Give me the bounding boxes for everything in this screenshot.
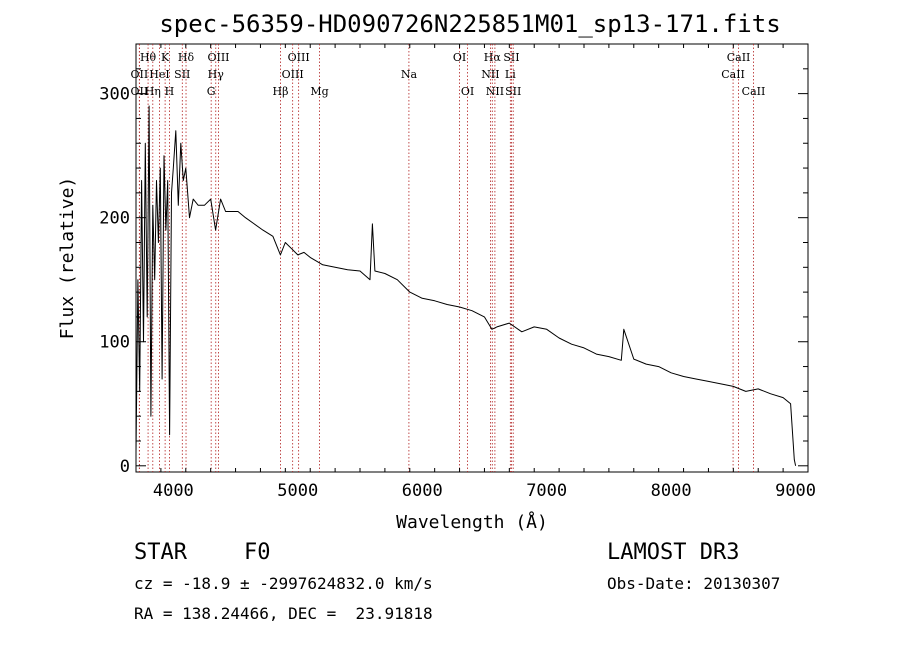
- spectral-line-label: K: [161, 51, 170, 64]
- spectral-line-label: NII: [481, 68, 499, 81]
- spectral-line-label: CaII: [727, 51, 751, 64]
- object-subclass: F0: [244, 540, 271, 565]
- spectral-line-label: SII: [174, 68, 190, 81]
- spectral-line-label: Hθ: [140, 51, 157, 64]
- spectral-line-label: G: [207, 85, 216, 98]
- y-axis-label: Flux (relative): [57, 177, 78, 340]
- coordinates: RA = 138.24466, DEC = 23.91818: [134, 604, 433, 623]
- x-tick-label: 8000: [651, 481, 692, 501]
- plot-frame: [135, 43, 809, 473]
- spectral-line-label: Hα: [484, 51, 502, 64]
- spectral-line-label: OII: [131, 68, 149, 81]
- spectral-line-label: Hη: [145, 85, 161, 98]
- spectral-line-label: Hβ: [273, 85, 289, 98]
- spectral-line-label: CaII: [721, 68, 745, 81]
- survey-name: LAMOST DR3: [607, 540, 740, 565]
- spectral-line-label: OIII: [207, 51, 229, 64]
- x-tick-label: 7000: [526, 481, 567, 501]
- x-tick-label: 9000: [775, 481, 816, 501]
- y-tick-label: 100: [99, 333, 130, 353]
- spectral-line-label: SII: [505, 85, 521, 98]
- spectral-line-label: Na: [401, 68, 418, 81]
- x-tick-label: 6000: [402, 481, 443, 501]
- spectral-line-label: NII: [486, 85, 504, 98]
- spectral-line-label: Mg: [310, 85, 328, 98]
- x-tick-label: 4000: [153, 481, 194, 501]
- spectral-line-label: OIII: [282, 68, 304, 81]
- spectral-line-label: OII: [131, 85, 149, 98]
- spectral-line-label: Li: [505, 68, 516, 81]
- spectral-line-label: H: [165, 85, 175, 98]
- obs-date: Obs-Date: 20130307: [607, 574, 781, 593]
- redshift-readout: cz = -18.9 ± -2997624832.0 km/s: [134, 574, 433, 593]
- x-tick-label: 5000: [277, 481, 318, 501]
- x-axis-label: Wavelength (Å): [396, 511, 548, 533]
- chart-title: spec-56359-HD090726N225851M01_sp13-171.f…: [159, 10, 781, 38]
- spectral-line-label: OI: [461, 85, 474, 98]
- y-tick-label: 200: [99, 209, 130, 229]
- spectral-line-label: Hγ: [208, 68, 225, 81]
- spectrum-series-line: [135, 105, 797, 466]
- spectral-line-label: Hδ: [178, 51, 195, 64]
- object-class: STAR: [134, 540, 187, 565]
- spectral-line-label: HeI: [149, 68, 169, 81]
- y-tick-label: 300: [99, 85, 130, 105]
- spectral-line-label: CaII: [742, 85, 766, 98]
- spectral-line-label: OIII: [288, 51, 310, 64]
- spectral-line-label: OI: [453, 51, 466, 64]
- spectral-line-label: SII: [503, 51, 519, 64]
- y-tick-label: 0: [120, 457, 130, 477]
